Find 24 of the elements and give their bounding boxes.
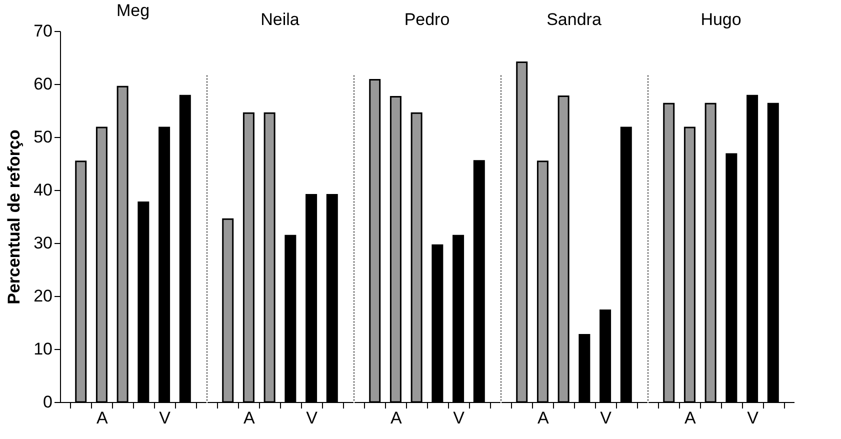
x-tick-label: A [96,408,109,428]
y-tick-label: 50 [34,128,52,146]
x-tick-label: A [684,408,697,428]
chart-title: Meg [116,1,150,20]
y-tick-label: 0 [43,392,52,412]
y-tick-label: 70 [34,22,52,40]
chart-title: Sandra [546,10,602,29]
y-tick-label: 30 [34,234,52,252]
chart-title: Hugo [700,10,742,29]
x-tick-label: V [306,408,318,428]
y-tick-label: 40 [34,180,52,200]
y-tick-label: 10 [34,340,52,358]
chart-title: Pedro [404,10,450,29]
x-tick-label: A [390,408,403,428]
y-axis-title: Percentual de reforço [4,130,24,304]
y-tick-label: 60 [34,74,52,94]
x-tick-label: V [600,408,612,428]
y-tick-label: 20 [34,286,52,306]
x-tick-label: A [244,408,256,428]
x-tick-label: V [453,408,466,428]
x-tick-label: A [538,408,550,428]
chart-title: Neila [260,10,300,29]
x-tick-label: V [159,408,172,428]
x-tick-label: V [747,408,760,428]
